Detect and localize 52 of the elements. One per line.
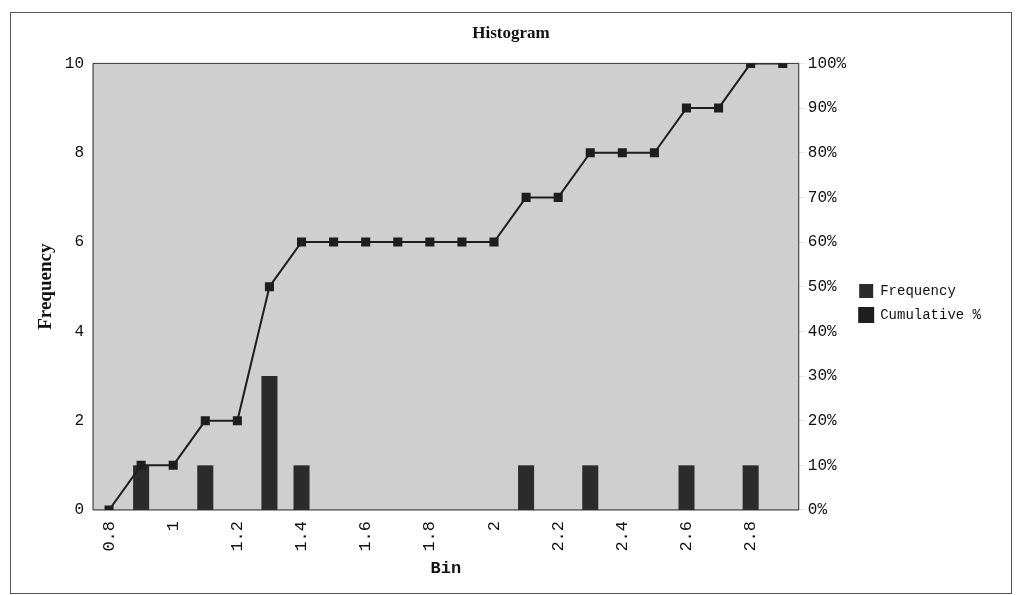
x-tick-label: 1.8 xyxy=(420,520,440,552)
x-tick-label: 2.6 xyxy=(677,520,696,552)
y-tick-label: 10 xyxy=(64,54,84,73)
y-tick-label: 0 xyxy=(74,501,84,520)
point xyxy=(489,237,499,247)
y2-tick-label: 70% xyxy=(807,188,837,207)
point xyxy=(617,148,627,158)
x-axis-title: Bin xyxy=(430,559,462,579)
point xyxy=(232,416,242,426)
x-tick-label: 1.2 xyxy=(227,520,247,552)
point xyxy=(649,148,659,158)
y2-tick-label: 80% xyxy=(807,143,837,162)
point xyxy=(714,103,724,113)
point xyxy=(521,192,531,202)
point xyxy=(393,237,403,247)
point xyxy=(168,460,178,470)
y2-tick-label: 100% xyxy=(807,54,847,73)
point xyxy=(296,237,307,247)
legend-label: Cumulative % xyxy=(880,306,982,323)
legend-label: Frequency xyxy=(880,282,956,299)
y2-tick-label: 0% xyxy=(807,501,828,520)
chart-title: Histogram xyxy=(472,22,550,42)
x-tick-label: 1.4 xyxy=(292,520,312,552)
point xyxy=(585,148,595,158)
y-tick-label: 2 xyxy=(74,411,84,430)
point xyxy=(200,416,210,426)
y2-tick-label: 30% xyxy=(807,367,837,386)
x-tick-label: 0.8 xyxy=(99,520,119,552)
x-tick-label: 1.6 xyxy=(356,520,376,552)
y-tick-label: 6 xyxy=(74,233,84,252)
x-tick-label: 1 xyxy=(163,520,183,532)
point xyxy=(553,192,563,202)
x-tick-label: 2.4 xyxy=(612,520,632,552)
point xyxy=(136,460,146,470)
y-tick-label: 4 xyxy=(74,322,84,341)
point xyxy=(681,103,692,113)
x-tick-label: 2.2 xyxy=(548,520,568,552)
point xyxy=(457,237,467,247)
point xyxy=(425,237,435,247)
y2-tick-label: 50% xyxy=(807,277,837,296)
y-axis-title: Frequency xyxy=(34,243,56,330)
y2-tick-label: 40% xyxy=(807,322,837,341)
point xyxy=(264,282,274,292)
y2-tick-label: 10% xyxy=(807,456,837,475)
y2-tick-label: 60% xyxy=(807,233,837,252)
x-tick-label: 2.8 xyxy=(741,520,761,552)
y2-tick-label: 20% xyxy=(807,411,837,430)
point xyxy=(329,237,339,247)
point xyxy=(361,237,371,247)
y2-tick-label: 90% xyxy=(807,99,837,118)
y-tick-label: 8 xyxy=(74,143,84,162)
x-tick-label: 2 xyxy=(484,520,504,532)
